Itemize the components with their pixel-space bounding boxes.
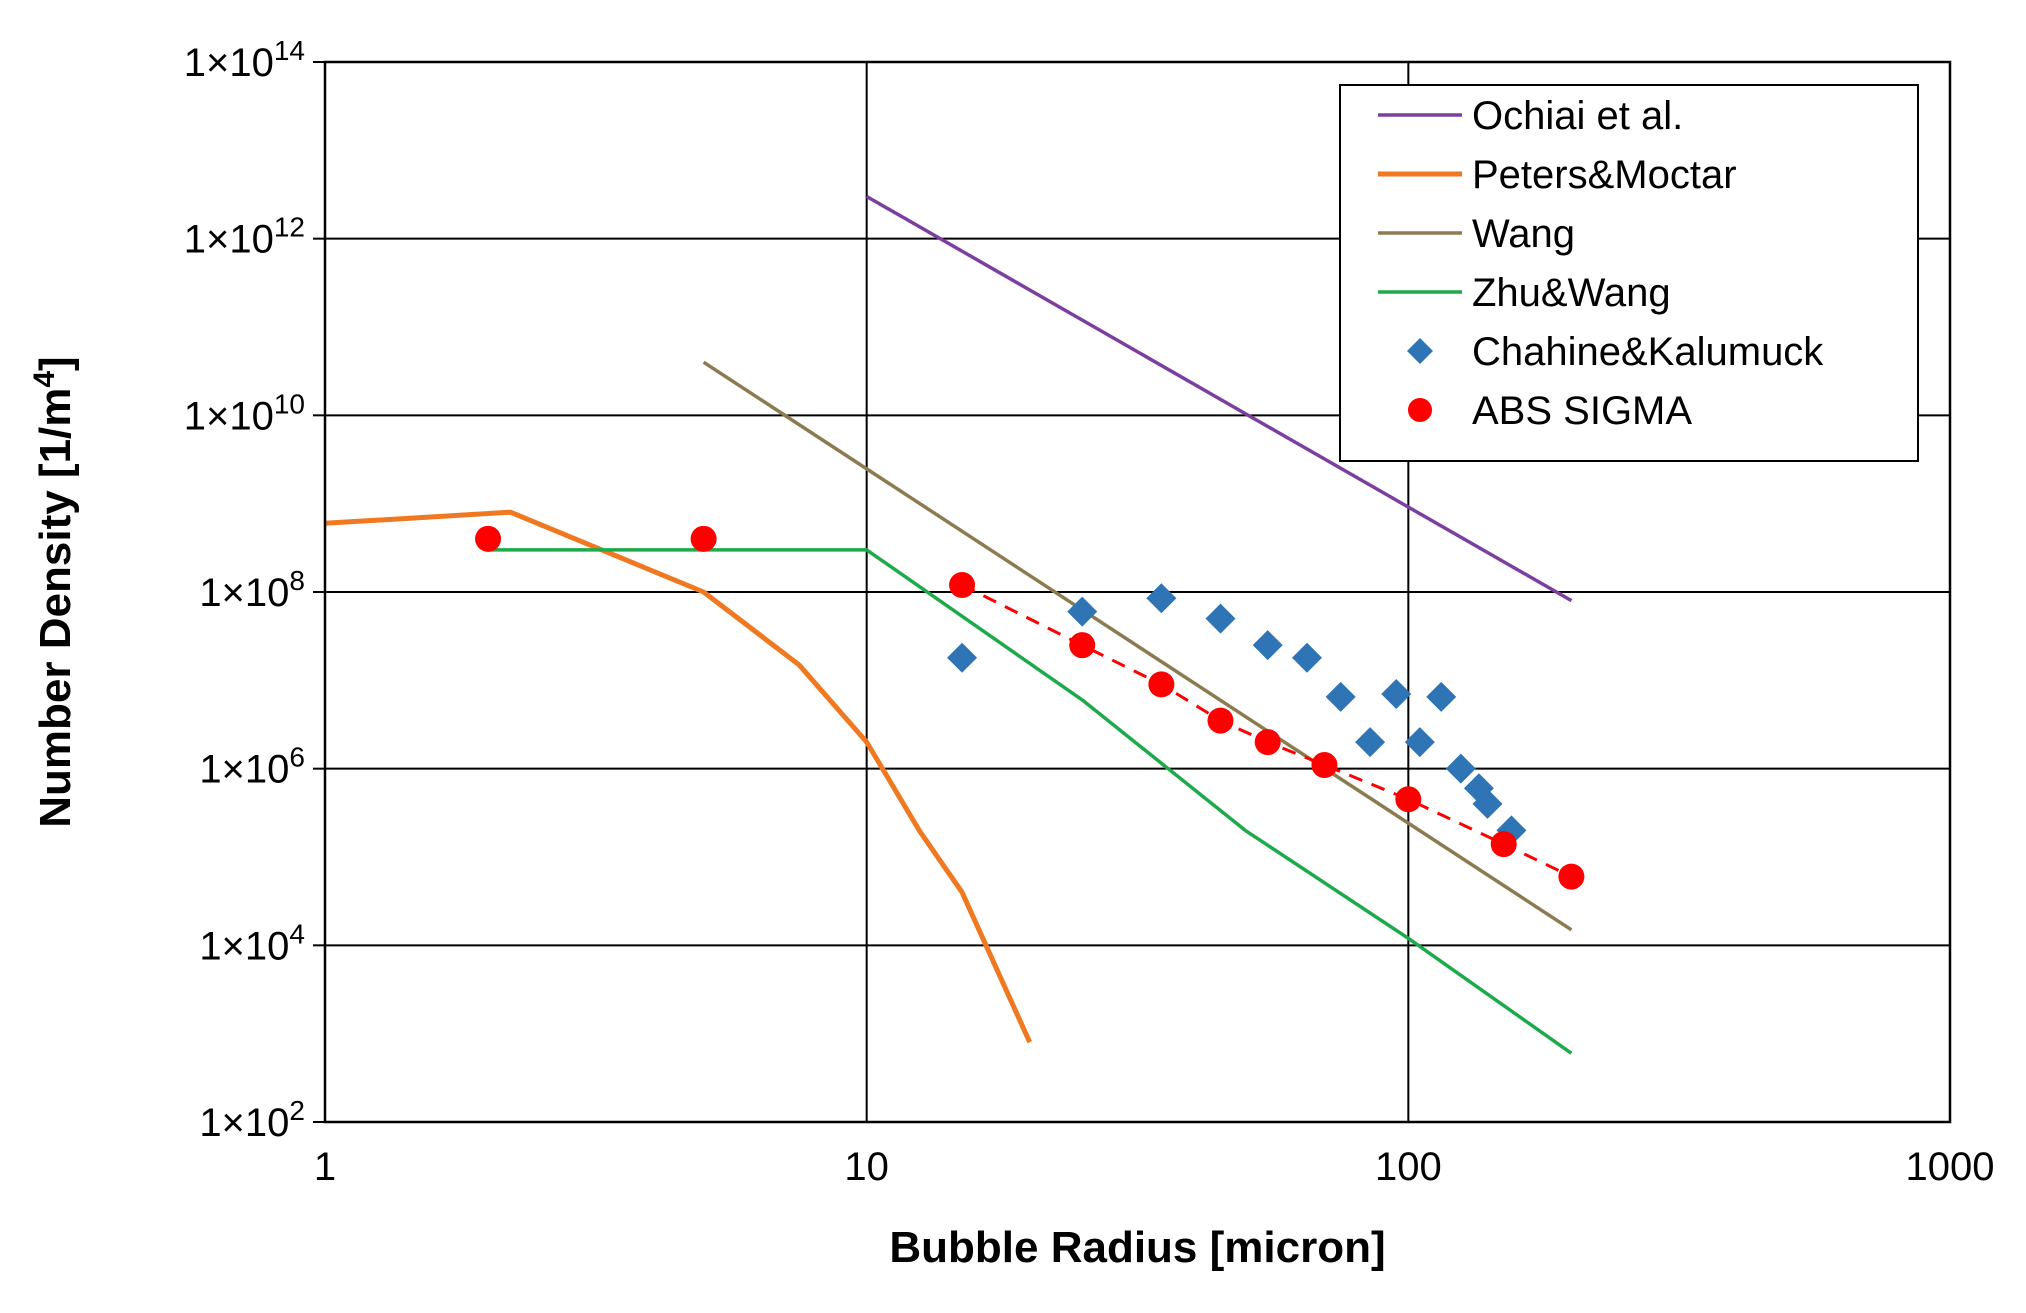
data-point-diamond <box>947 642 978 673</box>
y-tick-exponent: 2 <box>289 1095 305 1126</box>
x-axis-title: Bubble Radius [micron] <box>889 1223 1385 1272</box>
data-point-circle <box>475 525 502 552</box>
data-point-circle <box>1254 729 1281 756</box>
data-point-diamond <box>1381 679 1412 710</box>
x-tick-label: 1 <box>314 1145 336 1189</box>
data-point-diamond <box>1325 681 1356 712</box>
legend-label: ABS SIGMA <box>1472 389 1692 433</box>
series-line <box>488 548 1573 1055</box>
data-point-diamond <box>1252 630 1283 661</box>
plot-area <box>323 60 1952 1124</box>
data-point-diamond <box>1291 642 1322 673</box>
x-tick-labels: 1 10 100 1000 <box>314 1145 1995 1189</box>
series-3 <box>488 548 1573 1055</box>
data-point-diamond <box>1472 788 1503 819</box>
data-point-diamond <box>1067 596 1098 627</box>
y-tick-base: 1×10 <box>199 748 289 792</box>
legend-circle-swatch <box>1408 398 1432 422</box>
series-5 <box>475 525 1585 890</box>
series-0 <box>865 194 1573 603</box>
data-point-diamond <box>1404 727 1435 758</box>
data-point-circle <box>1490 831 1517 858</box>
data-point-circle <box>1148 671 1175 698</box>
legend-label: Wang <box>1472 212 1575 256</box>
data-point-circle <box>690 525 717 552</box>
series-line <box>865 194 1573 603</box>
data-point-diamond <box>1426 681 1457 712</box>
data-point-circle <box>1311 752 1338 779</box>
y-axis-title: Number Density [1/m4] <box>28 356 81 827</box>
legend-diamond-swatch <box>1407 338 1433 364</box>
y-tick-base: 1×10 <box>199 571 289 615</box>
x-tick-label: 1000 <box>1906 1145 1995 1189</box>
y-tick-label: 1×1012 <box>184 212 305 262</box>
data-point-diamond <box>1146 583 1177 614</box>
legend: Ochiai et al. Peters&Moctar Wang Zhu&Wang Ch… <box>1339 84 1919 462</box>
y-tick-label: 1×1014 <box>184 35 305 85</box>
legend-box <box>1339 84 1919 462</box>
data-point-circle <box>1395 786 1422 813</box>
y-tick-exponent: 14 <box>274 35 305 66</box>
series-line <box>702 360 1573 932</box>
y-tick-base: 1×10 <box>199 1101 289 1145</box>
series-line <box>324 509 1032 1044</box>
data-point-circle <box>949 572 976 599</box>
y-tick-exponent: 8 <box>289 565 305 596</box>
y-tick-exponent: 12 <box>274 212 305 243</box>
y-tick-label: 1×102 <box>199 1095 305 1145</box>
y-tick-exponent: 4 <box>289 918 305 949</box>
y-axis-title-main: Number Density [1/m <box>31 388 80 828</box>
y-tick-exponent: 10 <box>274 388 305 419</box>
series-layer <box>324 194 1585 1055</box>
y-tick-label: 1×108 <box>199 565 305 615</box>
data-point-diamond <box>1445 753 1476 784</box>
legend-label: Ochiai et al. <box>1472 94 1683 138</box>
data-point-circle <box>1069 632 1096 659</box>
y-tick-base: 1×10 <box>199 924 289 968</box>
series-2 <box>702 360 1573 932</box>
legend-label: Zhu&Wang <box>1472 271 1671 315</box>
y-tick-base: 1×10 <box>184 394 274 438</box>
y-tick-label: 1×106 <box>199 742 305 792</box>
data-point-diamond <box>1355 727 1386 758</box>
y-axis-title-close: ] <box>31 356 80 371</box>
data-point-circle <box>1558 863 1585 890</box>
series-1 <box>324 509 1032 1044</box>
legend-label: Chahine&Kalumuck <box>1472 330 1824 374</box>
y-tick-label: 1×104 <box>199 918 305 968</box>
x-tick-label: 100 <box>1375 1145 1442 1189</box>
y-tick-base: 1×10 <box>184 41 274 85</box>
y-tick-label: 1×1010 <box>184 388 305 438</box>
y-tick-base: 1×10 <box>184 218 274 262</box>
data-point-diamond <box>1205 603 1236 634</box>
y-axis-title-sup: 4 <box>28 371 61 388</box>
legend-label: Peters&Moctar <box>1472 153 1737 197</box>
x-tick-label: 10 <box>844 1145 889 1189</box>
y-tick-exponent: 6 <box>289 742 305 773</box>
data-point-circle <box>1207 707 1234 734</box>
